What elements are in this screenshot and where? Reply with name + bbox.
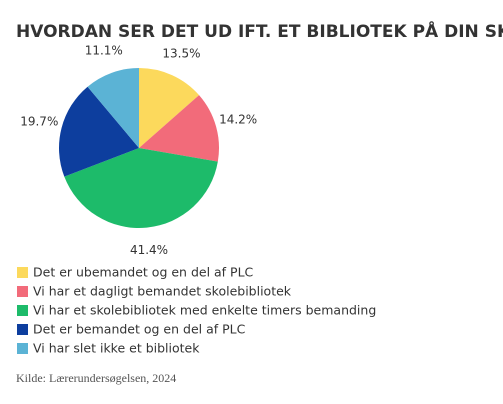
legend-label: Det er ubemandet og en del af PLC (33, 265, 254, 280)
legend-label: Vi har slet ikke et bibliotek (33, 341, 200, 356)
legend-swatch (17, 267, 28, 278)
legend-label: Det er bemandet og en del af PLC (33, 322, 246, 337)
pie-slice (58, 86, 139, 177)
legend-swatch (17, 286, 28, 297)
slice-label: 14.2% (219, 113, 257, 127)
pie-slice (87, 68, 139, 148)
chart-title: HVORDAN SER DET UD IFT. ET BIBLIOTEK PÅ … (16, 19, 503, 42)
pie-slice (139, 95, 219, 162)
pie-slice (64, 148, 218, 229)
legend-label: Vi har et skolebibliotek med enkelte tim… (33, 303, 376, 318)
legend-label: Vi har et dagligt bemandet skolebibliote… (33, 284, 292, 299)
legend-swatch (17, 343, 28, 354)
slice-label: 11.1% (85, 44, 123, 58)
pie-slice (139, 68, 200, 148)
source: Kilde: Lærerundersøgelsen, 2024 (16, 371, 176, 385)
slice-label: 41.4% (130, 243, 168, 257)
slice-label: 19.7% (20, 115, 58, 129)
legend-swatch (17, 305, 28, 316)
slice-label: 13.5% (162, 47, 200, 61)
legend-swatch (17, 324, 28, 335)
